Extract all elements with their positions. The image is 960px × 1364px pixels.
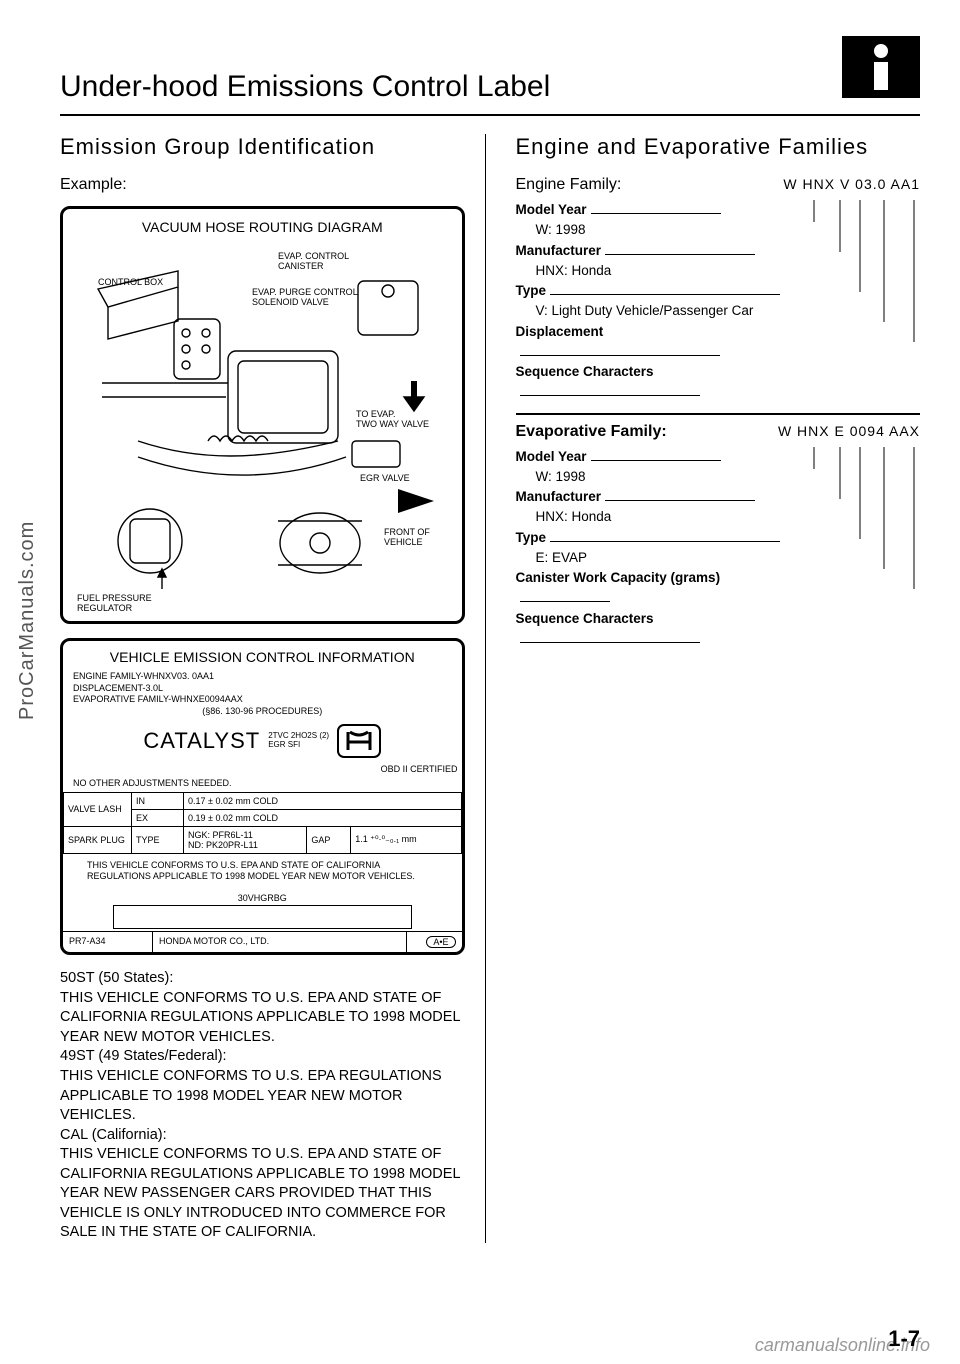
svg-text:EVAP. CONTROLCANISTER: EVAP. CONTROLCANISTER [278, 251, 349, 271]
example-label: Example: [60, 176, 465, 194]
evap-family-row: Evaporative Family: W HNX E 0094 AAX [516, 423, 921, 441]
table-row: VALVE LASH IN 0.17 ± 0.02 mm COLD [64, 792, 462, 809]
page-number: 1-7 [888, 1326, 920, 1352]
info-icon [867, 44, 895, 90]
veci-footer: PR7-A34 HONDA MOTOR CO., LTD. A•E [63, 931, 462, 952]
right-column: Engine and Evaporative Families Engine F… [516, 134, 921, 1243]
barcode-label: 30VHGRBG [63, 889, 462, 903]
side-watermark: ProCarManuals.com [16, 521, 39, 720]
engine-family-label: Engine Family: [516, 176, 622, 194]
vacuum-panel-title: VACUUM HOSE ROUTING DIAGRAM [71, 219, 454, 235]
evap-family-label: Evaporative Family: [516, 423, 667, 441]
title-rule [60, 114, 920, 116]
families-heading: Engine and Evaporative Families [516, 134, 921, 160]
evap-defs: Model Year W: 1998 Manufacturer HNX: Hon… [516, 447, 921, 650]
left-column: Emission Group Identification Example: V… [60, 134, 486, 1243]
info-icon-badge [842, 36, 920, 98]
veci-panel: VEHICLE EMISSION CONTROL INFORMATION ENG… [60, 638, 465, 955]
engine-family-code: W HNX V 03.0 AA1 [783, 176, 920, 192]
engine-bracket-icon [804, 200, 920, 370]
label-control-box: CONTROL BOX [98, 277, 163, 287]
spec-table: VALVE LASH IN 0.17 ± 0.02 mm COLD EX 0.1… [63, 792, 462, 854]
conformance-note: THIS VEHICLE CONFORMS TO U.S. EPA AND ST… [63, 854, 462, 889]
vacuum-hose-panel: VACUUM HOSE ROUTING DIAGRAM [60, 206, 465, 624]
catalyst-label: CATALYST [143, 728, 260, 754]
svg-text:EVAP. PURGE CONTROLSOLENOID VA: EVAP. PURGE CONTROLSOLENOID VALVE [252, 287, 358, 307]
catalyst-row: CATALYST 2TVC 2HO2S (2) EGR SFI [63, 724, 462, 758]
barcode-box [113, 905, 412, 929]
catalyst-sub: 2TVC 2HO2S (2) EGR SFI [268, 732, 329, 750]
honda-logo-icon [337, 724, 381, 758]
emission-group-heading: Emission Group Identification [60, 134, 465, 160]
veci-title: VEHICLE EMISSION CONTROL INFORMATION [63, 649, 462, 665]
evap-family-code: W HNX E 0094 AAX [778, 423, 920, 439]
vacuum-hose-diagram: CONTROL BOX EVAP. CONTROLCANISTER EVAP. … [78, 241, 446, 591]
label-fuel-regulator: FUEL PRESSURE REGULATOR [77, 593, 454, 613]
veci-meta: ENGINE FAMILY-WHNXV03. 0AA1 DISPLACEMENT… [65, 671, 460, 718]
svg-text:EGR VALVE: EGR VALVE [360, 473, 410, 483]
table-row: SPARK PLUG TYPE NGK: PFR6L-11 ND: PK20PR… [64, 826, 462, 853]
svg-text:FRONT OFVEHICLE: FRONT OFVEHICLE [384, 527, 430, 547]
states-text-block: 50ST (50 States): THIS VEHICLE CONFORMS … [60, 969, 465, 1243]
no-adjustments: NO OTHER ADJUSTMENTS NEEDED. [65, 778, 460, 788]
family-divider [516, 413, 921, 415]
engine-family-row: Engine Family: W HNX V 03.0 AA1 [516, 176, 921, 194]
evap-bracket-icon [804, 447, 920, 617]
page-title: Under-hood Emissions Control Label [60, 70, 920, 104]
svg-text:TO EVAP.TWO WAY VALVE: TO EVAP.TWO WAY VALVE [356, 409, 429, 429]
obd-certified: OBD II CERTIFIED [63, 764, 458, 774]
engine-defs: Model Year W: 1998 Manufacturer HNX: Hon… [516, 200, 921, 403]
